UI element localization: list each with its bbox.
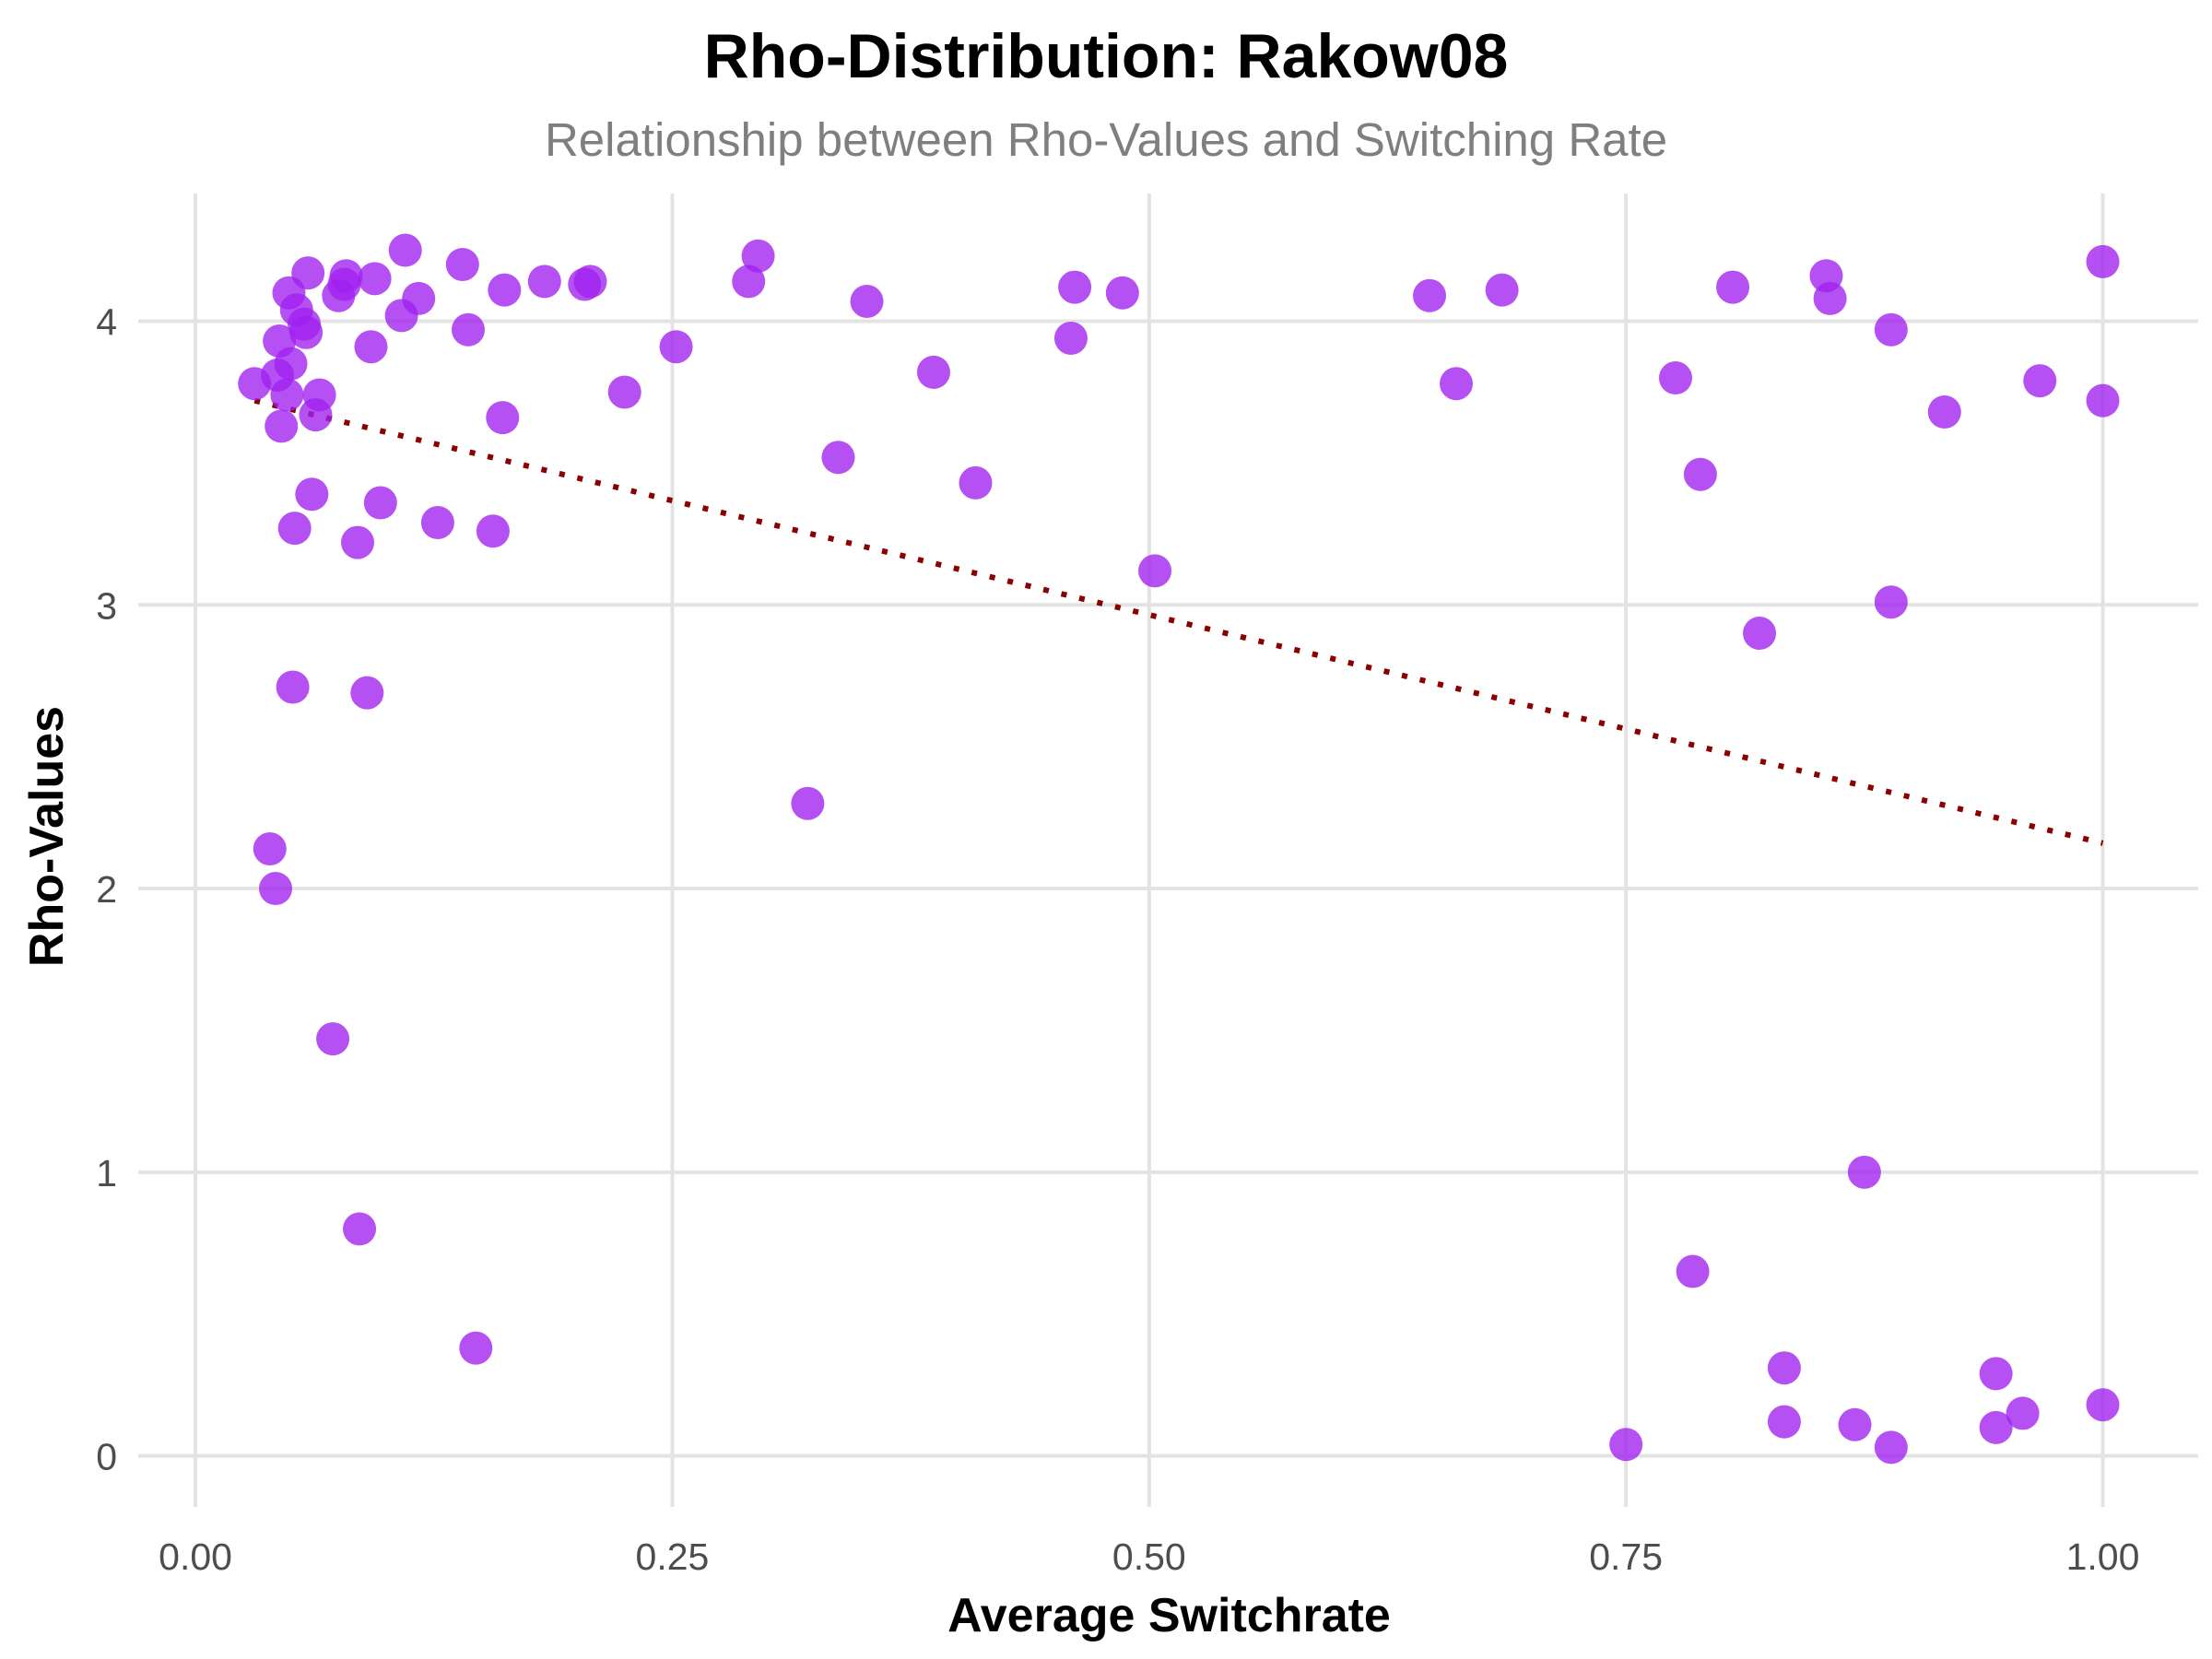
data-point — [850, 284, 884, 318]
data-point — [1767, 1405, 1801, 1439]
data-point — [1874, 312, 1908, 347]
data-point — [2086, 1388, 2120, 1422]
data-point — [1979, 1357, 2013, 1391]
data-point — [1927, 394, 1961, 429]
data-point — [363, 486, 397, 520]
data-point — [732, 265, 766, 299]
x-tick-label: 0.00 — [159, 1535, 232, 1578]
x-tick-label: 0.50 — [1112, 1535, 1186, 1578]
data-point — [340, 525, 374, 559]
data-point — [659, 330, 693, 364]
data-point — [1874, 585, 1908, 619]
data-point — [354, 330, 388, 364]
y-tick-label: 2 — [96, 868, 117, 911]
data-point — [1847, 1155, 1881, 1189]
data-point — [2086, 383, 2120, 418]
data-point — [1053, 321, 1088, 355]
data-point — [1485, 273, 1519, 307]
data-point — [1676, 1254, 1710, 1288]
data-point — [259, 872, 292, 906]
data-point — [445, 247, 479, 281]
data-point — [2086, 244, 2120, 278]
data-point — [573, 265, 607, 299]
data-point — [350, 676, 384, 710]
data-point — [388, 233, 422, 267]
data-point — [791, 786, 825, 820]
data-point — [1743, 617, 1777, 651]
data-point — [274, 347, 308, 381]
chart-title: Rho-Distribution: Rakow08 — [703, 21, 1509, 91]
y-tick-label: 4 — [96, 300, 117, 343]
data-point — [253, 831, 287, 865]
data-point — [302, 378, 336, 412]
data-point — [1058, 270, 1092, 304]
y-tick-label: 0 — [96, 1436, 117, 1478]
data-point — [476, 514, 510, 548]
data-point — [316, 1022, 350, 1056]
data-point — [821, 441, 855, 475]
trend-line — [253, 397, 2104, 846]
x-tick-label: 1.00 — [2066, 1535, 2140, 1578]
x-axis-title: Average Switchrate — [947, 1589, 1391, 1642]
data-point — [959, 465, 993, 500]
data-points — [238, 233, 2120, 1465]
data-point — [402, 281, 436, 315]
data-point — [1658, 361, 1692, 395]
data-point — [459, 1331, 493, 1365]
data-point — [1413, 278, 1447, 312]
data-point — [1609, 1428, 1643, 1462]
data-point — [488, 273, 522, 307]
data-point — [1767, 1351, 1801, 1385]
data-point — [291, 256, 325, 290]
grid — [138, 194, 2198, 1507]
y-axis-title: Rho-Values — [20, 706, 74, 967]
data-point — [1874, 1430, 1908, 1465]
data-point — [452, 312, 486, 347]
data-point — [1716, 270, 1750, 304]
data-point — [1683, 457, 1717, 491]
data-point — [277, 512, 312, 546]
data-point — [265, 409, 299, 443]
data-point — [1105, 276, 1139, 310]
data-point — [1439, 367, 1473, 401]
data-point — [2006, 1396, 2040, 1430]
data-point — [486, 401, 520, 435]
data-point — [358, 262, 392, 296]
data-point — [916, 355, 950, 389]
data-point — [1138, 554, 1172, 588]
trend-layer — [253, 397, 2104, 846]
data-point — [420, 506, 454, 540]
data-point — [1813, 281, 1847, 315]
axes: 0.00 0.25 0.50 0.75 1.00 0 1 2 3 4 Average Switchr… — [20, 300, 2139, 1642]
data-point — [276, 670, 310, 704]
chart-subtitle: Relationship between Rho-Values and Swit… — [544, 113, 1668, 166]
data-point — [343, 1212, 377, 1246]
data-point — [2023, 364, 2057, 398]
y-tick-label: 3 — [96, 584, 117, 627]
x-tick-label: 0.25 — [636, 1535, 710, 1578]
data-point — [1838, 1407, 1872, 1441]
data-point — [527, 265, 561, 299]
y-tick-label: 1 — [96, 1152, 117, 1194]
data-point — [295, 477, 329, 512]
data-point — [1979, 1410, 2013, 1444]
data-point — [289, 315, 324, 349]
data-point — [607, 375, 641, 409]
x-tick-label: 0.75 — [1589, 1535, 1663, 1578]
data-point — [329, 259, 363, 293]
data-point — [741, 239, 775, 273]
data-point — [270, 378, 304, 412]
